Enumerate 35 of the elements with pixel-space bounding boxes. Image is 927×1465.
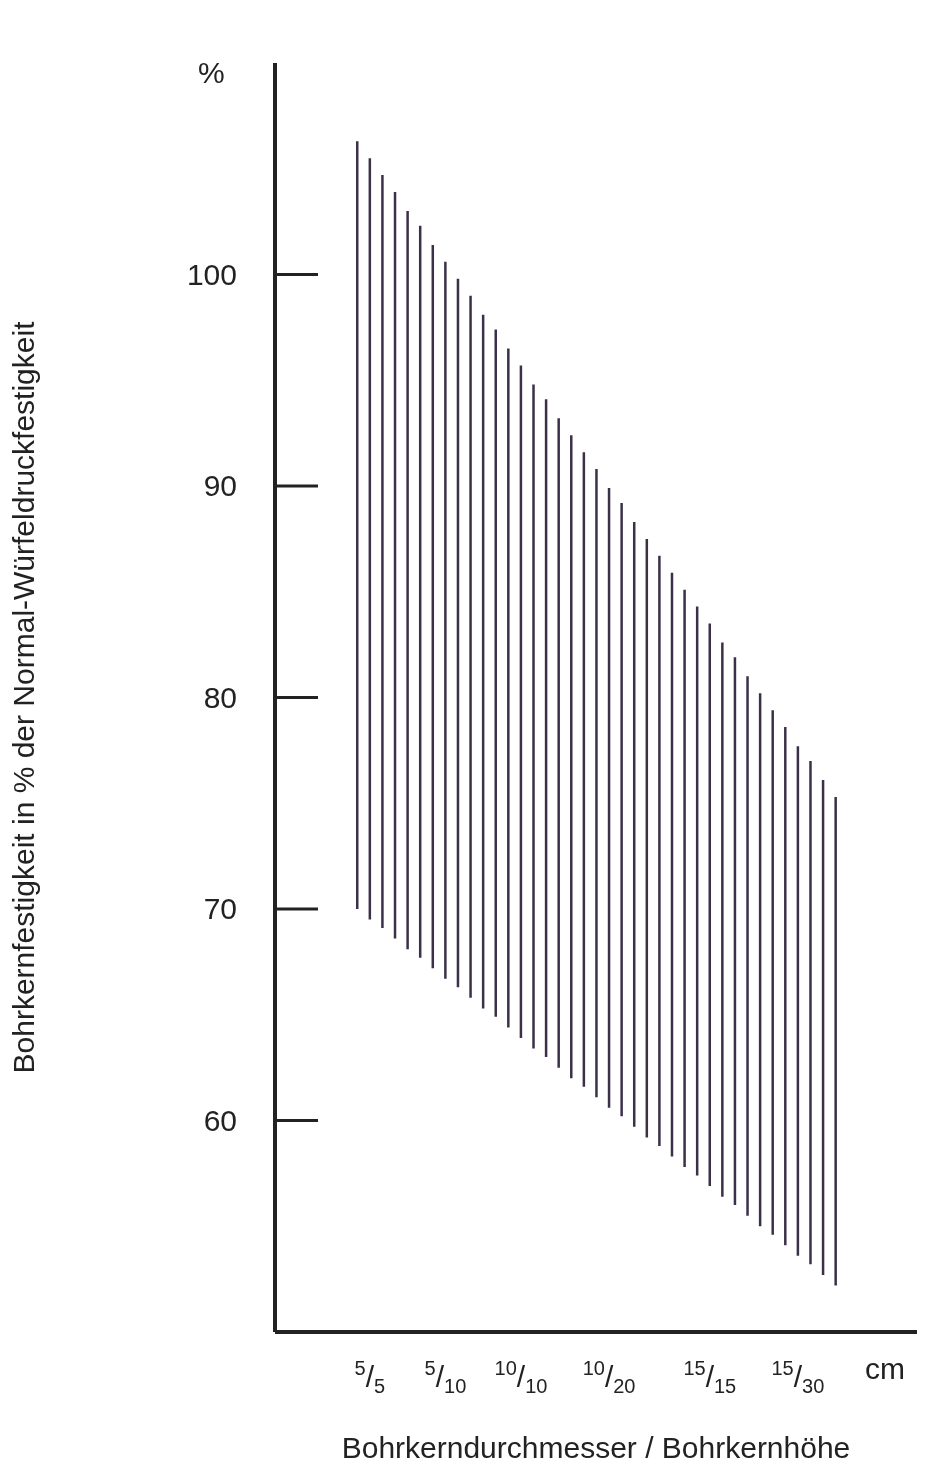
y-tick-label: 100	[186, 257, 237, 291]
bar	[507, 348, 510, 1028]
x-tick-label: $^{10}$/$_{10}$	[494, 1357, 548, 1397]
bar	[557, 418, 560, 1068]
bar	[406, 211, 409, 950]
bar	[809, 760, 812, 1265]
bar	[595, 469, 598, 1098]
bar	[469, 295, 472, 998]
x-tick-label: $^{10}$/$_{20}$	[582, 1357, 636, 1397]
bar	[381, 175, 384, 929]
bar	[620, 502, 623, 1117]
text: cm	[865, 1352, 905, 1386]
y-tick-label: 90	[203, 469, 237, 502]
bar	[570, 435, 573, 1079]
y-axis-title: Bohrkernfestigkeit in % der Normal-Würfeldruckfestigkeit	[6, 320, 40, 1074]
bar	[771, 710, 774, 1235]
bar	[658, 555, 661, 1146]
x-tick-label: $^{5}$/$_{5}$	[354, 1357, 386, 1397]
bar	[532, 384, 535, 1049]
bar	[784, 727, 787, 1246]
bar	[683, 589, 686, 1168]
y-tick-label: 70	[203, 892, 237, 925]
y-tick-label: 80	[203, 680, 237, 714]
x-tick-label: $^{5}$/$_{10}$	[424, 1357, 467, 1397]
x-tick-label: $^{15}$/$_{30}$	[771, 1357, 825, 1397]
bar	[356, 141, 359, 909]
bar	[494, 329, 497, 1017]
x-tick-label: $^{15}$/$_{15}$	[683, 1357, 737, 1397]
bar	[721, 642, 724, 1197]
y-tick-label: 60	[203, 1103, 237, 1137]
bar	[746, 676, 749, 1216]
bar	[444, 261, 447, 979]
x-axis-title: Bohrkerndurchmesser / Bohrkernhöhe	[341, 1431, 851, 1464]
bar	[834, 796, 837, 1286]
text: %	[198, 56, 225, 90]
